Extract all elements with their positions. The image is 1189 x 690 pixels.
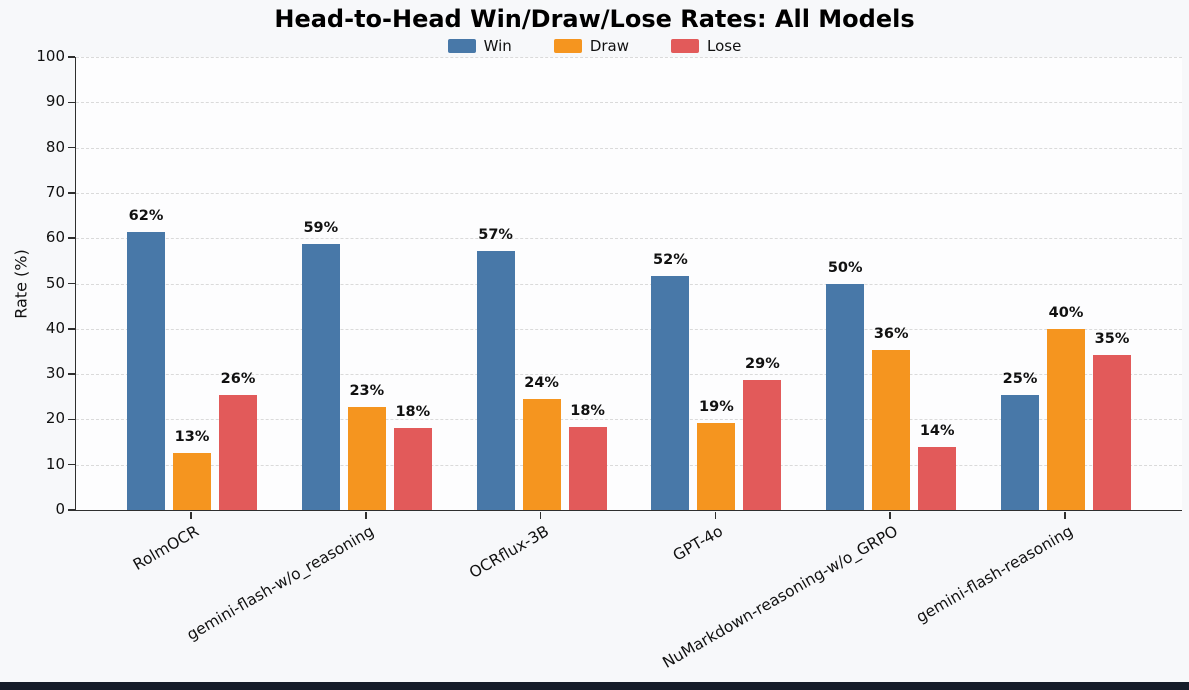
gridline-20 (76, 419, 1182, 421)
y-tick-mark (68, 463, 75, 466)
bar-value-label-lose-5: 35% (1094, 330, 1130, 347)
y-tick-label-0: 0 (55, 500, 65, 518)
chart-title: Head-to-Head Win/Draw/Lose Rates: All Mo… (274, 5, 915, 33)
gridline-30 (76, 374, 1182, 376)
bar-value-label-win-2: 57% (478, 226, 513, 243)
gridline-100 (76, 57, 1182, 58)
chart-legend: Win Draw Lose (0, 37, 1189, 55)
y-tick-mark (68, 509, 75, 511)
y-tick-label-50: 50 (45, 273, 65, 292)
y-tick-mark (68, 282, 75, 285)
y-tick-mark (68, 328, 75, 330)
bar-value-label-win-3: 52% (653, 251, 688, 268)
bar-value-label-win-0: 62% (128, 208, 164, 225)
bar-value-label-draw-4: 36% (873, 325, 909, 342)
y-tick-mark (68, 101, 75, 104)
legend-item-lose: Lose (671, 37, 741, 55)
gridline-40 (76, 328, 1182, 330)
bar-win-1 (301, 243, 340, 510)
bar-lose-3 (743, 380, 782, 510)
bar-draw-4 (872, 349, 911, 510)
bar-draw-0 (173, 452, 211, 510)
x-tick-mark (539, 511, 542, 519)
bar-win-4 (826, 284, 865, 510)
bar-lose-5 (1093, 354, 1131, 510)
bar-win-3 (651, 275, 690, 510)
x-tick-mark (190, 511, 192, 519)
y-tick-label-80: 80 (45, 137, 65, 156)
legend-swatch-win-icon (447, 39, 476, 53)
y-tick-label-60: 60 (45, 228, 65, 247)
gridline-10 (76, 464, 1182, 466)
bar-win-0 (127, 232, 165, 510)
x-tick-label-3: GPT-4o (670, 522, 727, 565)
legend-item-win: Win (447, 37, 512, 55)
y-tick-label-70: 70 (45, 182, 65, 201)
y-tick-mark (68, 373, 75, 375)
bar-value-label-draw-5: 40% (1048, 305, 1084, 322)
bar-value-label-draw-3: 19% (699, 398, 734, 415)
legend-swatch-lose-icon (671, 39, 700, 53)
gridline-70 (76, 192, 1182, 194)
legend-label-win: Win (483, 37, 512, 55)
bar-value-label-draw-0: 13% (174, 428, 210, 445)
y-tick-label-90: 90 (45, 92, 65, 111)
x-tick-mark (714, 511, 717, 519)
y-tick-mark (68, 237, 75, 239)
bar-draw-5 (1047, 329, 1085, 510)
x-tick-label-2: OCRflux-3B (465, 522, 552, 582)
legend-label-lose: Lose (707, 37, 742, 55)
x-tick-label-5: gemini-flash-reasoning (913, 522, 1076, 627)
bar-value-label-draw-2: 24% (524, 375, 559, 392)
bar-value-label-win-4: 50% (827, 260, 863, 277)
bottom-edge-bar (0, 682, 1189, 690)
legend-label-draw: Draw (589, 37, 630, 55)
bar-draw-3 (697, 422, 736, 510)
y-tick-label-10: 10 (45, 454, 65, 473)
bar-value-label-draw-1: 23% (349, 383, 385, 400)
gridline-60 (76, 238, 1182, 240)
bar-lose-0 (219, 395, 257, 510)
bar-value-label-lose-4: 14% (919, 422, 955, 439)
bar-win-2 (476, 250, 515, 510)
gridline-90 (76, 102, 1182, 104)
legend-swatch-draw-icon (553, 39, 582, 53)
bar-value-label-win-5: 25% (1002, 370, 1038, 387)
gridline-50 (76, 283, 1182, 285)
bar-lose-4 (918, 446, 957, 510)
bar-lose-2 (568, 427, 607, 510)
bar-win-5 (1001, 394, 1039, 510)
x-tick-mark (1064, 511, 1066, 519)
bar-value-label-lose-3: 29% (745, 356, 780, 373)
y-tick-label-100: 100 (36, 47, 65, 65)
y-tick-mark (68, 192, 75, 194)
y-tick-mark (68, 418, 75, 421)
x-tick-mark (365, 511, 367, 519)
bar-value-label-win-1: 59% (303, 219, 339, 236)
y-tick-mark (68, 146, 75, 149)
y-tick-label-30: 30 (45, 364, 65, 383)
y-tick-mark (68, 56, 75, 58)
y-tick-label-40: 40 (45, 318, 65, 337)
bar-draw-2 (522, 399, 561, 510)
bar-value-label-lose-0: 26% (220, 371, 256, 388)
legend-item-draw: Draw (553, 37, 630, 55)
gridline-80 (76, 147, 1182, 149)
bar-value-label-lose-1: 18% (395, 404, 431, 420)
y-tick-label-20: 20 (45, 409, 65, 428)
x-tick-mark (889, 511, 891, 519)
x-tick-label-0: RolmOCR (129, 522, 202, 574)
bar-lose-1 (393, 428, 432, 510)
plot-area: 62% 13% 26% 59% 23% 18% 57% 24% 18% 52% 19% 29% 50% 3… (75, 57, 1182, 511)
bar-value-label-lose-2: 18% (570, 403, 605, 420)
bar-draw-1 (347, 407, 386, 510)
